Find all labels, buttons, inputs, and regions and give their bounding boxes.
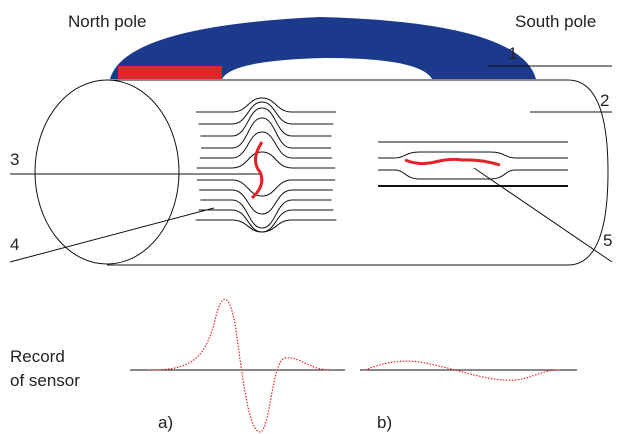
sensor-label: of sensor [10, 371, 80, 390]
magnet-yoke [110, 17, 536, 79]
signal-b [364, 360, 561, 381]
flux-line [200, 107, 332, 137]
flux-line [196, 151, 336, 169]
leader-line [473, 167, 613, 263]
magnet-pole [118, 66, 222, 79]
flux-lines-a [195, 97, 337, 233]
flux-line [198, 101, 334, 125]
callout: 4 [10, 235, 19, 254]
callout: 1 [508, 44, 517, 63]
sensor-label: Record [10, 347, 65, 366]
flux-line [199, 189, 333, 215]
flux-line [195, 219, 337, 233]
callout: 2 [600, 91, 609, 110]
pipe-body [107, 79, 609, 266]
flux-line [378, 151, 568, 159]
flux-line [200, 199, 332, 229]
callout: 3 [10, 150, 19, 169]
callout: 5 [603, 231, 612, 250]
flux-line [201, 117, 331, 149]
pole-label: South pole [515, 12, 596, 31]
leader-line [9, 207, 215, 263]
signal-a [149, 298, 331, 433]
panel-label: a) [158, 413, 173, 432]
flux-line [378, 169, 568, 180]
flux-line [196, 97, 336, 113]
flux-line [196, 179, 336, 197]
pipe-end [34, 79, 180, 265]
flux-line [199, 131, 333, 159]
flux-lines-b [378, 141, 568, 187]
pole-label: North pole [68, 12, 146, 31]
crack-b [404, 157, 501, 167]
panel-label: b) [377, 413, 392, 432]
crack-a [250, 141, 264, 200]
